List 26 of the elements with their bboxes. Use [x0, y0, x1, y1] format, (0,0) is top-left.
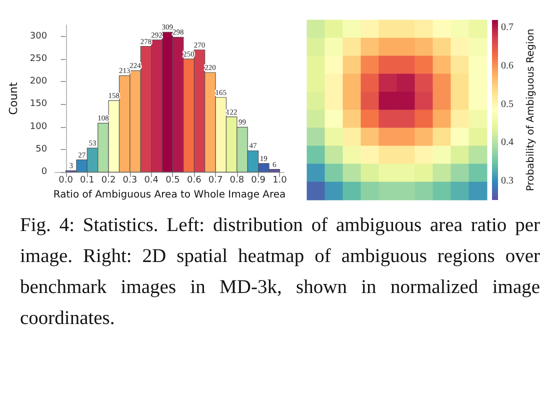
x-tick-label: 0.4	[144, 176, 159, 186]
color-bar-label: 0.4	[501, 137, 514, 148]
x-tick-label: 0.0	[58, 176, 74, 186]
x-tick-label: 1.0	[272, 176, 288, 186]
x-tick-label: 0.6	[186, 176, 202, 186]
x-tick-label: 0.3	[122, 176, 138, 186]
color-bar-label: 0.6	[501, 60, 514, 72]
x-tick-label: 0.8	[230, 176, 244, 186]
x-tick-label: 0.5	[166, 176, 180, 186]
y-tick-label: 0	[41, 167, 48, 177]
y-axis-title: Count	[7, 81, 20, 115]
x-tick-label: 0.9	[251, 176, 266, 186]
caption: Fig. 4: Statistics. Left: distribution of ambiguous area ratio per image. Right: 2D spatial heatmap of ambiguous regions over benchmark images in MD-3k, shown in normalized image coordinates.	[20, 214, 540, 331]
y-tick-label: 200	[30, 76, 48, 87]
y-tick-label: 150	[30, 99, 48, 110]
x-tick-label: 0.7	[208, 176, 223, 186]
color-bar-label: 0.5	[501, 98, 514, 110]
x-axis-title: Ratio of Ambiguous Area to Whole Image Area	[53, 190, 286, 200]
y-tick-label: 300	[30, 31, 48, 42]
y-tick-label: 100	[30, 122, 48, 132]
y-tick-label: 50	[36, 144, 48, 154]
color-bar-title: Probability of Ambiguous Region	[526, 28, 536, 192]
color-bar-label: 0.7	[501, 22, 514, 34]
x-tick-label: 0.1	[80, 176, 94, 186]
y-tick-label: 250	[30, 54, 48, 64]
x-tick-label: 0.2	[101, 176, 116, 186]
